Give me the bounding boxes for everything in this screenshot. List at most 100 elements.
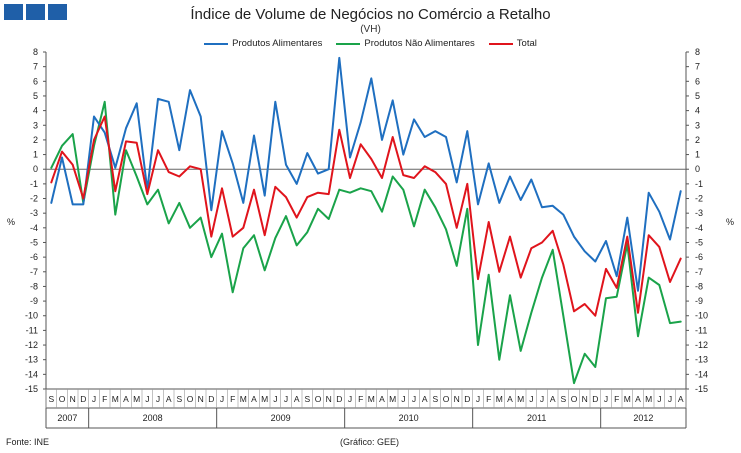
y-tick-label-right: -4 [695,223,703,233]
x-month-label: J [540,394,544,404]
x-month-label: D [80,394,86,404]
y-tick-label-left: -9 [30,296,38,306]
y-tick-label-left: 8 [33,47,38,57]
x-month-label: S [560,394,566,404]
series-alimentares [50,56,682,292]
y-axis-label-left: % [7,217,15,227]
x-month-label: M [496,394,503,404]
y-tick-label-left: -5 [30,237,38,247]
x-month-label: J [412,394,416,404]
legend-swatch-nao-alimentares [336,42,361,45]
y-tick-label-left: -10 [25,311,38,321]
x-year-label: 2007 [57,413,77,423]
x-month-label: F [614,394,619,404]
y-tick-label-left: -11 [26,325,38,335]
x-month-label: J [476,394,480,404]
chart-subtitle: (VH) [360,24,381,35]
y-tick-label-left: 2 [33,135,38,145]
credit-note: (Gráfico: GEE) [340,437,400,447]
x-month-label: M [624,394,631,404]
x-month-label: N [198,394,204,404]
x-month-label: A [379,394,385,404]
x-month-label: A [678,394,684,404]
x-month-label: F [102,394,107,404]
x-month-label: A [550,394,556,404]
y-tick-label-right: 4 [695,106,700,116]
x-month-label: J [145,394,149,404]
y-tick-label-right: 8 [695,47,700,57]
x-year-label: 2012 [633,413,653,423]
y-tick-label-right: -14 [695,369,708,379]
x-month-label: J [348,394,352,404]
chart-title: Índice de Volume de Negócios no Comércio… [190,6,551,23]
legend-item-alimentares: Produtos Alimentares [204,38,322,49]
x-month-label: N [582,394,588,404]
x-month-label: S [304,394,310,404]
x-month-label: J [604,394,608,404]
x-month-label: A [422,394,428,404]
x-month-label: S [48,394,54,404]
y-tick-label-left: -7 [30,267,38,277]
y-tick-label-right: 3 [695,120,700,130]
y-tick-label-left: -14 [25,369,38,379]
y-tick-label-left: 5 [33,91,38,101]
x-month-label: F [358,394,363,404]
x-month-label: S [432,394,438,404]
x-month-label: M [368,394,375,404]
y-tick-label-left: 3 [33,120,38,130]
y-tick-label-right: 6 [695,76,700,86]
y-tick-label-right: -1 [695,179,703,189]
y-tick-label-left: -4 [30,223,38,233]
x-year-label: 2011 [527,413,546,423]
y-tick-label-right: 0 [695,164,700,174]
y-tick-label-left: 6 [33,76,38,86]
x-year-label: 2008 [143,413,163,423]
y-tick-label-right: 2 [695,135,700,145]
x-month-label: J [92,394,96,404]
y-tick-label-left: -6 [30,252,38,262]
x-month-label: S [176,394,182,404]
legend-item-total: Total [488,38,537,49]
y-tick-label-left: -1 [30,179,38,189]
y-tick-label-left: 0 [33,164,38,174]
x-month-label: J [273,394,277,404]
x-month-label: A [507,394,513,404]
x-month-label: O [443,394,450,404]
chart-axes: 8 8 7 7 6 6 5 5 4 4 3 3 2 2 1 1 0 0 -1 -1 -2 -2 -3 -3 -4 -4 -5 -5 -6… [7,47,734,394]
y-tick-label-left: -12 [25,340,38,350]
y-tick-label-right: -3 [695,208,703,218]
x-month-label: M [645,394,652,404]
y-tick-label-right: -15 [695,384,708,394]
y-tick-label-left: -15 [25,384,38,394]
y-tick-label-left: 1 [33,150,38,160]
series-total [50,115,682,317]
series-nao-alimentares [50,100,682,385]
legend-item-nao-alimentares: Produtos Não Alimentares [336,38,475,49]
x-month-label: O [571,394,578,404]
y-tick-label-right: -6 [695,252,703,262]
y-tick-label-right: -11 [695,325,707,335]
y-tick-label-right: -5 [695,237,703,247]
x-month-label: J [668,394,672,404]
x-month-label: J [529,394,533,404]
y-tick-label-right: -13 [695,355,708,365]
y-tick-label-left: -3 [30,208,38,218]
x-year-label: 2009 [271,413,291,423]
x-month-label: A [294,394,300,404]
x-month-label: M [240,394,247,404]
x-month-label: N [70,394,76,404]
legend-swatch-total [488,42,513,45]
x-month-label: A [166,394,172,404]
x-month-label: O [315,394,322,404]
x-month-label: A [251,394,257,404]
y-tick-label-right: 5 [695,91,700,101]
y-tick-label-right: -8 [695,281,703,291]
y-tick-label-left: -13 [25,355,38,365]
legend-label-alimentares: Produtos Alimentares [232,38,323,49]
y-tick-label-right: -10 [695,311,708,321]
y-tick-label-right: 1 [695,150,700,160]
x-month-label: O [187,394,194,404]
y-tick-label-right: -12 [695,340,708,350]
